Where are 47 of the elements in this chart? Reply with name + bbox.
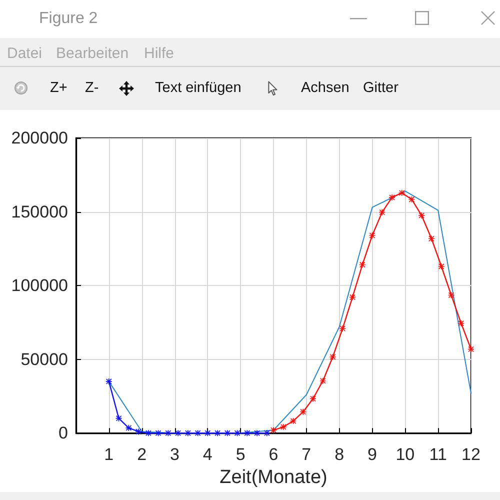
point xyxy=(224,430,230,436)
text: Text einfügen xyxy=(155,80,242,96)
point xyxy=(438,263,444,270)
text: Achsen xyxy=(301,80,350,96)
x-tick-label: 3 xyxy=(170,445,180,464)
text: Gitter xyxy=(363,80,398,96)
point xyxy=(398,190,405,196)
x-tick-label: 2 xyxy=(137,445,147,464)
x-tick-label: 10 xyxy=(396,445,415,464)
text: Z- xyxy=(85,80,99,96)
point xyxy=(254,430,260,436)
point xyxy=(106,378,112,384)
x-tick-label: 11 xyxy=(429,445,447,464)
point xyxy=(320,378,326,384)
x-tick-label: 6 xyxy=(268,445,278,464)
x-tick-label: 12 xyxy=(462,445,480,464)
point xyxy=(280,424,286,430)
point xyxy=(389,194,395,200)
x-tick-label: 4 xyxy=(202,445,212,464)
x-tick-label: 8 xyxy=(334,445,344,464)
y-tick-label: 0 xyxy=(58,424,68,443)
point xyxy=(244,430,250,436)
x-tick-label: 9 xyxy=(368,445,377,464)
y-tick-label: 100000 xyxy=(11,276,68,296)
point xyxy=(184,430,191,436)
point xyxy=(418,212,425,218)
text: Hilfe xyxy=(144,45,174,62)
x-axis-title: Zeit(Monate) xyxy=(220,467,328,488)
point xyxy=(300,408,306,415)
y-tick-label: 150000 xyxy=(11,202,68,222)
point xyxy=(126,424,132,431)
text: Z+ xyxy=(50,80,68,96)
y-tick-label: 50000 xyxy=(20,350,68,369)
y-tick-label: 200000 xyxy=(11,128,68,148)
text: Bearbeiten xyxy=(56,45,129,62)
x-tick-label: 5 xyxy=(236,445,246,464)
point xyxy=(175,430,182,436)
caption: Figure 2 xyxy=(39,10,98,27)
x-tick-label: 7 xyxy=(302,445,312,464)
point xyxy=(145,430,152,436)
text: Datei xyxy=(7,45,42,62)
x-tick-label: 1 xyxy=(104,445,114,464)
point xyxy=(204,430,211,436)
point xyxy=(136,428,142,435)
point xyxy=(165,430,172,436)
point xyxy=(264,430,270,436)
point xyxy=(214,430,221,436)
